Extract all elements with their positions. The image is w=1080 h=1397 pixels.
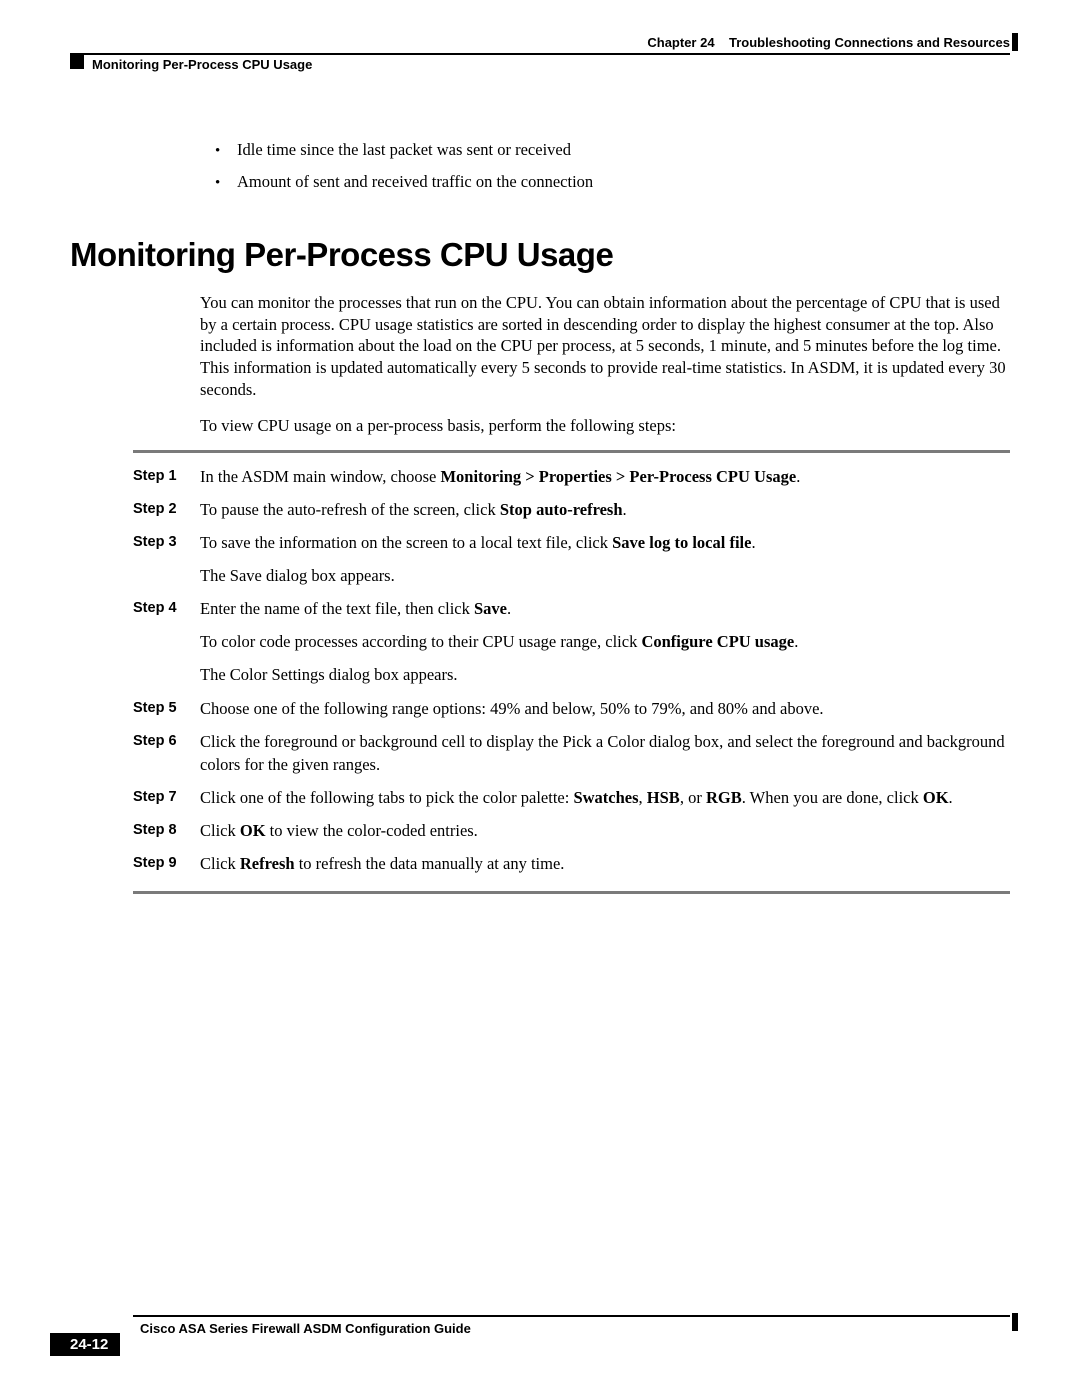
bullet-icon: • [215, 139, 237, 163]
step-body: Click Refresh to refresh the data manual… [200, 852, 1010, 875]
step-label: Step 5 [133, 697, 200, 720]
step-row: Step 6 Click the foreground or backgroun… [133, 730, 1010, 776]
step-bold: Save log to local file [612, 533, 751, 552]
step-bold: Stop auto-refresh [500, 500, 623, 519]
step-label: Step 1 [133, 465, 200, 488]
running-section-title: Monitoring Per-Process CPU Usage [92, 57, 312, 72]
steps-top-rule [133, 450, 1010, 453]
header-square-icon [70, 55, 84, 69]
step-text: . When you are done, click [742, 788, 923, 807]
bullet-text: Amount of sent and received traffic on t… [237, 169, 593, 195]
step-bold: OK [923, 788, 949, 807]
section-heading: Monitoring Per-Process CPU Usage [70, 236, 1010, 274]
step-text: . [796, 467, 800, 486]
step-text: , [639, 788, 647, 807]
step-body: Click the foreground or background cell … [200, 730, 1010, 776]
step-extra: The Save dialog box appears. [200, 564, 1010, 587]
footer-rule [133, 1315, 1010, 1317]
chapter-label: Chapter 24 [647, 35, 714, 50]
step-row: Step 9 Click Refresh to refresh the data… [133, 852, 1010, 875]
step-row: Step 8 Click OK to view the color-coded … [133, 819, 1010, 842]
page-number-box: 24-12 [50, 1333, 120, 1356]
step-body: Enter the name of the text file, then cl… [200, 597, 1010, 620]
step-text: to view the color-coded entries. [266, 821, 478, 840]
step-row: Step 3 To save the information on the sc… [133, 531, 1010, 554]
chapter-ref: Chapter 24 Troubleshooting Connections a… [647, 35, 1010, 50]
step-text: In the ASDM main window, choose [200, 467, 440, 486]
step-label: Step 6 [133, 730, 200, 776]
step-text: . [623, 500, 627, 519]
step-text: Click [200, 854, 240, 873]
step-body: Click one of the following tabs to pick … [200, 786, 1010, 809]
step-text: To color code processes according to the… [200, 632, 641, 651]
list-item: • Amount of sent and received traffic on… [215, 169, 1010, 195]
step-label: Step 2 [133, 498, 200, 521]
bullet-icon: • [215, 171, 237, 195]
step-text: To save the information on the screen to… [200, 533, 612, 552]
step-bold: OK [240, 821, 266, 840]
step-row: Step 5 Choose one of the following range… [133, 697, 1010, 720]
step-label: Step 3 [133, 531, 200, 554]
step-extra: To color code processes according to the… [200, 630, 1010, 653]
step-text: To pause the auto-refresh of the screen,… [200, 500, 500, 519]
step-label: Step 7 [133, 786, 200, 809]
step-body: To save the information on the screen to… [200, 531, 1010, 554]
page-content: • Idle time since the last packet was se… [70, 137, 1010, 894]
step-label: Step 4 [133, 597, 200, 620]
intro-paragraph: To view CPU usage on a per-process basis… [200, 415, 1010, 437]
step-text: , or [680, 788, 706, 807]
step-bold: Swatches [573, 788, 638, 807]
step-text: . [794, 632, 798, 651]
list-item: • Idle time since the last packet was se… [215, 137, 1010, 163]
step-label: Step 9 [133, 852, 200, 875]
chapter-title: Troubleshooting Connections and Resource… [729, 35, 1010, 50]
header-rule [70, 53, 1010, 55]
step-row: Step 2 To pause the auto-refresh of the … [133, 498, 1010, 521]
page-footer: Cisco ASA Series Firewall ASDM Configura… [70, 1315, 1010, 1357]
step-body: Choose one of the following range option… [200, 697, 1010, 720]
step-body: To pause the auto-refresh of the screen,… [200, 498, 1010, 521]
step-row: Step 4 Enter the name of the text file, … [133, 597, 1010, 620]
step-text: Click one of the following tabs to pick … [200, 788, 573, 807]
step-body: In the ASDM main window, choose Monitori… [200, 465, 1010, 488]
step-extra: The Color Settings dialog box appears. [200, 663, 1010, 686]
step-bold: RGB [706, 788, 742, 807]
step-text: Click [200, 821, 240, 840]
step-text: Enter the name of the text file, then cl… [200, 599, 474, 618]
footer-end-mark [1012, 1313, 1018, 1331]
steps-bottom-rule [133, 891, 1010, 894]
bullet-text: Idle time since the last packet was sent… [237, 137, 571, 163]
intro-paragraph: You can monitor the processes that run o… [200, 292, 1010, 401]
step-bold: Save [474, 599, 507, 618]
step-text: . [507, 599, 511, 618]
guide-title: Cisco ASA Series Firewall ASDM Configura… [140, 1321, 471, 1336]
bullet-list: • Idle time since the last packet was se… [215, 137, 1010, 196]
page-header: Chapter 24 Troubleshooting Connections a… [70, 35, 1010, 77]
step-text: to refresh the data manually at any time… [295, 854, 565, 873]
step-row: Step 1 In the ASDM main window, choose M… [133, 465, 1010, 488]
step-bold: Monitoring > Properties > Per-Process CP… [440, 467, 796, 486]
step-label: Step 8 [133, 819, 200, 842]
step-row: Step 7 Click one of the following tabs t… [133, 786, 1010, 809]
step-bold: Refresh [240, 854, 295, 873]
step-text: . [949, 788, 953, 807]
step-text: . [751, 533, 755, 552]
header-end-mark [1012, 33, 1018, 51]
step-bold: HSB [647, 788, 680, 807]
step-bold: Configure CPU usage [641, 632, 794, 651]
step-body: Click OK to view the color-coded entries… [200, 819, 1010, 842]
